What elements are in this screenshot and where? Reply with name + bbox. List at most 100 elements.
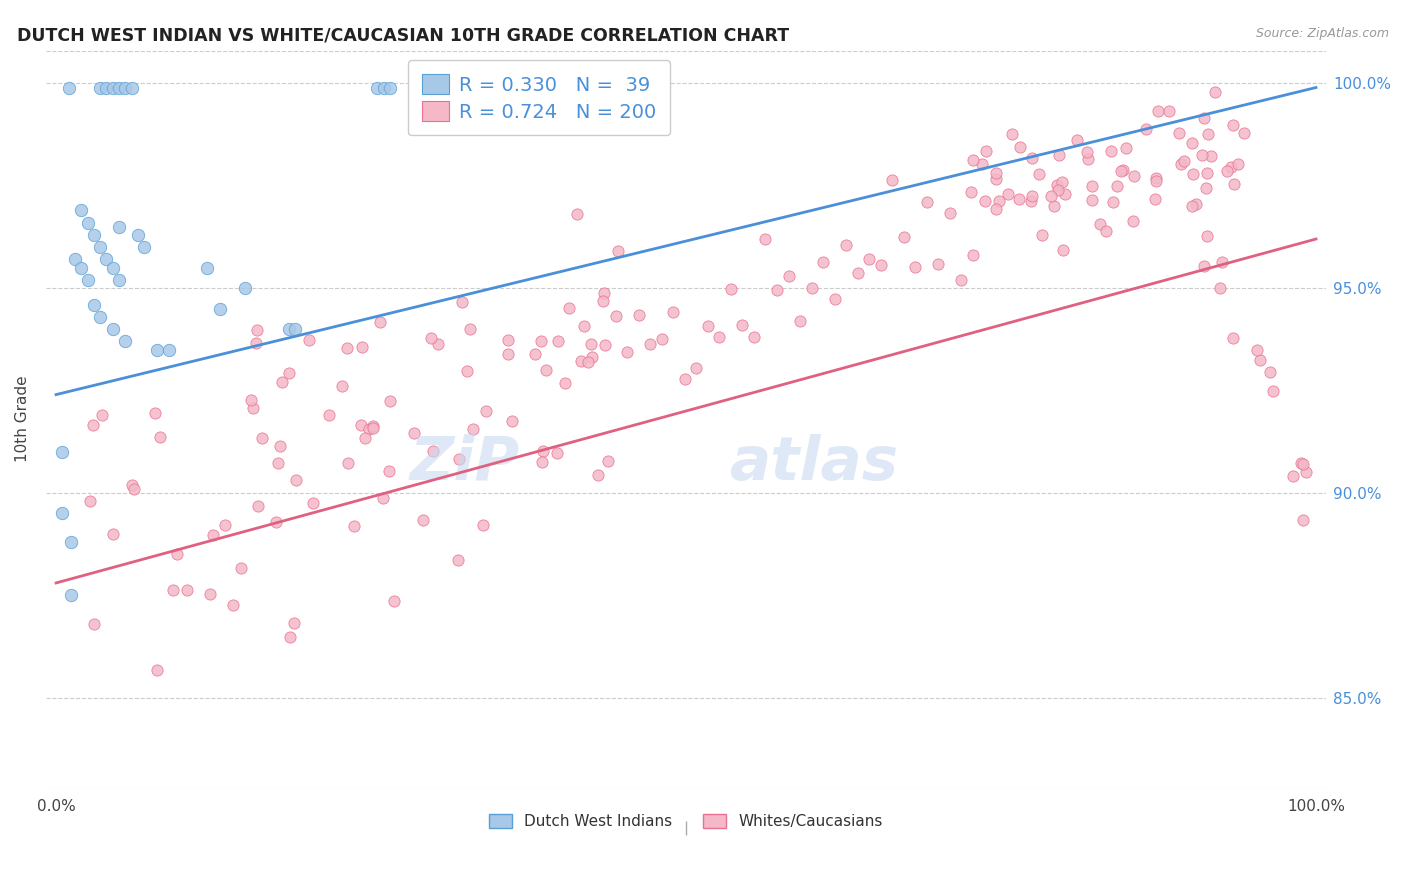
Point xyxy=(1194,259,1216,273)
Point xyxy=(378,464,401,478)
Point xyxy=(284,322,307,336)
Point xyxy=(143,406,166,420)
Point xyxy=(121,80,143,95)
Point xyxy=(134,240,156,254)
Text: DUTCH WEST INDIAN VS WHITE/CAUCASIAN 10TH GRADE CORRELATION CHART: DUTCH WEST INDIAN VS WHITE/CAUCASIAN 10T… xyxy=(17,27,789,45)
Point xyxy=(523,347,546,361)
Point xyxy=(1197,127,1219,141)
Point xyxy=(1263,384,1285,398)
Point xyxy=(89,310,111,324)
Point xyxy=(1109,163,1132,178)
Point xyxy=(146,343,169,357)
Point xyxy=(696,318,718,333)
Point xyxy=(89,80,111,95)
Point xyxy=(1047,183,1070,197)
Point xyxy=(1182,167,1205,181)
Point xyxy=(352,340,374,354)
Point xyxy=(166,547,188,561)
Point xyxy=(342,519,364,533)
Point xyxy=(685,361,707,376)
Point xyxy=(79,493,101,508)
Point xyxy=(1292,513,1315,527)
Point xyxy=(474,403,496,417)
Point xyxy=(1211,255,1233,269)
Point xyxy=(278,322,301,336)
Point xyxy=(233,281,256,295)
Point xyxy=(972,156,994,170)
Point xyxy=(1199,149,1222,163)
Point xyxy=(1282,468,1305,483)
Point xyxy=(159,343,181,357)
Point xyxy=(1295,465,1317,479)
Point xyxy=(278,366,301,380)
Point xyxy=(318,408,340,422)
Point xyxy=(1246,343,1268,357)
Point xyxy=(1076,145,1098,159)
Point xyxy=(1001,127,1024,141)
Point xyxy=(89,240,111,254)
Point xyxy=(915,194,938,209)
Point xyxy=(122,482,145,496)
Point xyxy=(264,515,287,529)
Point xyxy=(1095,225,1118,239)
Point xyxy=(554,376,576,391)
Point xyxy=(1039,189,1062,203)
Point xyxy=(51,507,73,521)
Point xyxy=(83,227,105,242)
Point xyxy=(1233,126,1256,140)
Point xyxy=(1292,457,1315,471)
Point xyxy=(82,418,104,433)
Point xyxy=(578,354,600,368)
Point xyxy=(412,513,434,527)
Point xyxy=(1204,86,1226,100)
Point xyxy=(1185,197,1208,211)
Point xyxy=(420,331,443,345)
Point xyxy=(893,230,915,244)
Point xyxy=(1222,118,1244,132)
Point xyxy=(1021,188,1043,202)
Point xyxy=(1099,145,1122,159)
Point xyxy=(962,248,984,262)
Point xyxy=(754,232,776,246)
Text: atlas: atlas xyxy=(730,434,898,493)
Point xyxy=(1157,103,1180,118)
Point xyxy=(1144,174,1167,188)
Point xyxy=(283,616,305,631)
Point xyxy=(1289,457,1312,471)
Point xyxy=(222,598,245,612)
Point xyxy=(368,315,391,329)
Point xyxy=(709,329,731,343)
Point xyxy=(108,80,131,95)
Point xyxy=(950,273,973,287)
Point xyxy=(246,323,269,337)
Point xyxy=(869,258,891,272)
Point xyxy=(547,334,569,348)
Point xyxy=(581,350,603,364)
Point xyxy=(731,318,754,332)
Point xyxy=(496,333,519,347)
Point xyxy=(558,301,581,315)
Point xyxy=(83,297,105,311)
Point xyxy=(298,333,321,347)
Point xyxy=(269,439,291,453)
Point xyxy=(101,322,124,336)
Point xyxy=(586,467,609,482)
Point xyxy=(1050,175,1073,189)
Point xyxy=(1066,133,1088,147)
Point xyxy=(461,422,484,436)
Point xyxy=(1105,178,1128,193)
Point xyxy=(371,491,394,505)
Point xyxy=(76,273,98,287)
Point xyxy=(498,347,520,361)
Point xyxy=(1146,104,1168,119)
Point xyxy=(359,422,381,436)
Point xyxy=(458,322,481,336)
Point xyxy=(382,594,405,608)
Point xyxy=(565,207,588,221)
Point xyxy=(70,260,93,275)
Point xyxy=(1046,178,1069,192)
Point xyxy=(361,421,384,435)
Point xyxy=(973,194,995,209)
Point xyxy=(662,305,685,319)
Point xyxy=(242,401,264,415)
